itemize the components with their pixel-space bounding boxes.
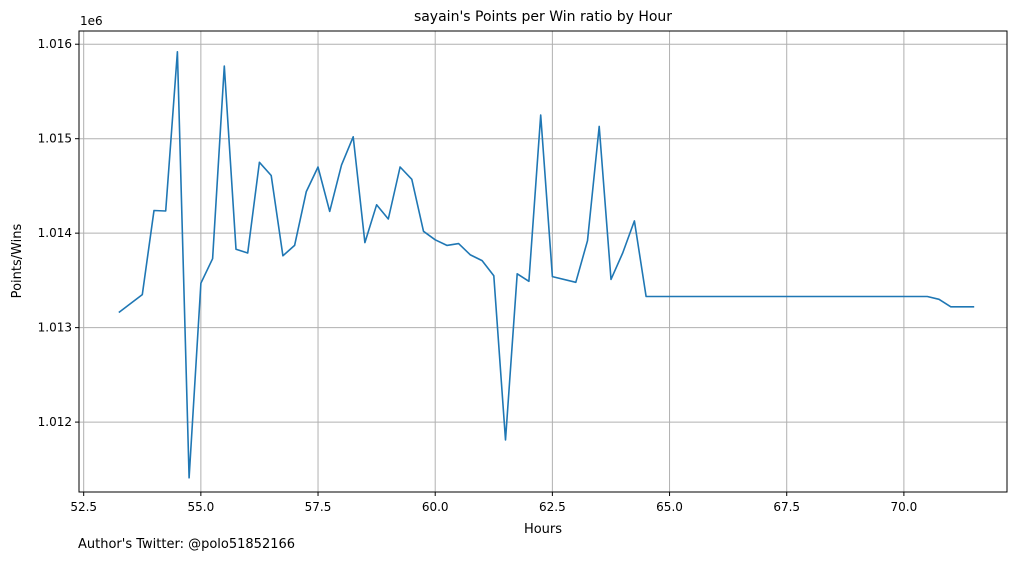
x-tick-label: 70.0 [891, 500, 918, 514]
y-tick-label: 1.013 [38, 321, 72, 335]
x-tick-label: 55.0 [187, 500, 214, 514]
author-credit: Author's Twitter: @polo51852166 [78, 537, 296, 552]
chart-title: sayain's Points per Win ratio by Hour [414, 9, 672, 25]
x-tick-label: 57.5 [305, 500, 332, 514]
x-tick-label: 65.0 [656, 500, 683, 514]
x-axis-label: Hours [524, 522, 562, 537]
y-offset-label: 1e6 [80, 14, 103, 28]
x-tick-label: 67.5 [773, 500, 800, 514]
plot-area [79, 31, 1007, 492]
plot-frame [78, 30, 1008, 493]
y-axis-label: Points/Wins [10, 223, 25, 298]
x-tick-label: 52.5 [70, 500, 97, 514]
series-line [118, 50, 975, 479]
y-axis-ticks: 1.012 1.013 1.014 1.015 1.016 [38, 37, 79, 429]
x-axis-ticks: 52.5 55.0 57.5 60.0 62.5 65.0 67.5 70.0 [70, 492, 917, 514]
y-tick-label: 1.016 [38, 37, 72, 51]
y-tick-label: 1.014 [38, 226, 72, 240]
y-tick-label: 1.012 [38, 415, 72, 429]
y-tick-label: 1.015 [38, 132, 72, 146]
x-tick-label: 62.5 [539, 500, 566, 514]
x-tick-label: 60.0 [422, 500, 449, 514]
grid-lines [79, 31, 1007, 492]
